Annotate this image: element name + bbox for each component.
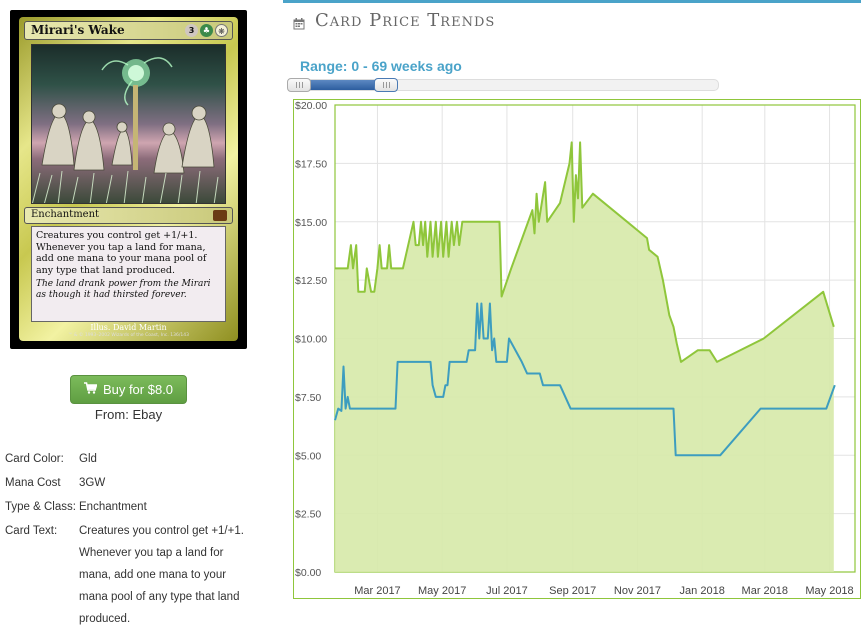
series-line-2 (334, 302, 836, 457)
detail-label: Type & Class: (5, 501, 76, 513)
x-tick-label: Mar 2018 (742, 585, 788, 597)
buy-source: From: Ebay (94, 407, 163, 422)
card-name-bar: Mirari's Wake 3 ♣ ❋ (24, 21, 233, 40)
card-art (31, 44, 226, 204)
y-tick-label: $15.00 (295, 217, 327, 229)
detail-label: Mana Cost (5, 477, 61, 489)
y-tick-label: $12.50 (295, 275, 327, 287)
y-tick-label: $20.00 (295, 100, 327, 112)
card-copyright: ™ & © 1993–2002 Wizards of the Coast, In… (68, 333, 189, 338)
calendar-icon (293, 15, 305, 29)
y-tick-label: $7.50 (295, 392, 321, 404)
detail-value: 3GW (79, 477, 106, 489)
slider-handle-max[interactable] (374, 78, 398, 92)
range-slider[interactable] (287, 78, 719, 92)
x-tick-label: Sep 2017 (549, 585, 596, 597)
shopping-cart-icon (83, 382, 98, 397)
x-tick-label: May 2017 (418, 585, 466, 597)
mana-symbol-green-icon: ♣ (200, 24, 213, 37)
detail-value: Gld (79, 453, 97, 465)
mana-symbol-generic-icon: 3 (185, 24, 198, 37)
x-tick-label: May 2018 (805, 585, 853, 597)
detail-value: Enchantment (79, 501, 147, 513)
x-tick-label: Jul 2017 (486, 585, 528, 597)
range-label: Range: 0 - 69 weeks ago (300, 58, 462, 74)
card-type-bar: Enchantment (24, 207, 233, 224)
card-mana-cost: 3 ♣ ❋ (185, 24, 228, 37)
slider-handle-min[interactable] (287, 78, 311, 92)
top-accent-border (283, 0, 861, 3)
set-symbol-icon (213, 210, 227, 221)
section-title: Card Price Trends (315, 10, 496, 31)
card-illustrator: Illus. David Martin (90, 323, 167, 332)
detail-row-card-text: Card Text: Creatures you control get +1/… (5, 522, 259, 630)
price-chart-svg: $0.00 $2.50 $5.00 $7.50 $10.00 $12.50 $15.00 $1… (293, 99, 861, 599)
card-frame: Mirari's Wake 3 ♣ ❋ (19, 17, 238, 341)
y-tick-label: $2.50 (295, 509, 321, 521)
detail-row-mana-cost: Mana Cost 3GW (5, 474, 259, 498)
x-tick-label: Jan 2018 (680, 585, 725, 597)
detail-row-color: Card Color: Gld (5, 450, 259, 474)
card-name: Mirari's Wake (31, 23, 125, 37)
price-trends-header: Card Price Trends (293, 10, 495, 31)
card-text-box: Creatures you control get +1/+1. Wheneve… (31, 226, 226, 322)
y-tick-label: $17.50 (295, 158, 327, 170)
buy-button-label: Buy for $8.0 (102, 382, 174, 397)
detail-value: Creatures you control get +1/+1. Wheneve… (79, 525, 244, 625)
card-image[interactable]: Mirari's Wake 3 ♣ ❋ (10, 10, 247, 349)
series-line-1 (335, 141, 835, 363)
y-tick-label: $0.00 (295, 567, 321, 579)
y-tick-label: $10.00 (295, 334, 327, 346)
card-type-line: Enchantment (31, 209, 100, 220)
detail-row-type: Type & Class: Enchantment (5, 498, 259, 522)
price-chart[interactable]: $0.00 $2.50 $5.00 $7.50 $10.00 $12.50 $15.00 $1… (293, 99, 861, 599)
mana-symbol-white-icon: ❋ (215, 24, 228, 37)
detail-label: Card Text: (5, 525, 58, 537)
card-details: Card Color: Gld Mana Cost 3GW Type & Cla… (5, 450, 259, 630)
y-tick-label: $5.00 (295, 450, 321, 462)
x-tick-label: Mar 2017 (354, 585, 400, 597)
card-rules-text: Creatures you control get +1/+1. Wheneve… (36, 230, 207, 276)
card-flavor-text: The land drank power from the Mirari as … (36, 279, 211, 300)
buy-button[interactable]: Buy for $8.0 (70, 375, 187, 404)
series-area-fill (335, 142, 834, 572)
slider-selected-range (289, 80, 387, 90)
x-tick-label: Nov 2017 (614, 585, 661, 597)
detail-label: Card Color: (5, 453, 64, 465)
